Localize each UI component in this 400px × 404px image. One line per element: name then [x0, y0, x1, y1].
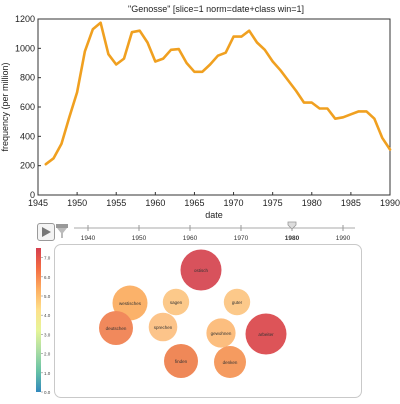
timeline-ticks: 1940 1950 1960 1970 1980 1990 [81, 225, 351, 242]
bubble-circle[interactable] [99, 311, 133, 345]
legend-colorbar [36, 248, 41, 392]
bubble-circle[interactable] [162, 288, 190, 316]
bubble-circle[interactable] [148, 312, 178, 342]
y-tick-label: 600 [20, 102, 35, 112]
x-tick-label: 1945 [28, 198, 48, 208]
bubble-label: gewohnen [211, 331, 232, 336]
bubble-circle[interactable] [164, 344, 198, 378]
timeline-tick-label: 1940 [81, 235, 96, 242]
legend-tick-label: 1.0 [44, 371, 51, 376]
legend-tick-label: 4.0 [44, 313, 51, 318]
play-icon [42, 227, 51, 237]
bubble-circle[interactable] [223, 288, 251, 316]
bubble-arbeiter[interactable]: arbeiter [245, 313, 287, 355]
bubble-cloud: ostisch westisches sagen guter deutschen spre… [99, 249, 287, 378]
bubble-panel: ostisch westisches sagen guter deutschen spre… [54, 244, 362, 398]
bubble-circle[interactable] [245, 313, 287, 355]
y-tick-label: 200 [20, 161, 35, 171]
bubble-denken[interactable]: denken [214, 346, 246, 378]
legend-ticks: 0.0 1.0 2.0 3.0 4.0 5.0 6.0 7.0 [41, 256, 51, 394]
x-tick-label: 1970 [224, 198, 244, 208]
bubble-sagen[interactable]: sagen [162, 288, 190, 316]
filter-button[interactable] [56, 223, 68, 239]
x-tick-label: 1965 [184, 198, 204, 208]
x-tick-label: 1955 [106, 198, 126, 208]
chart-axes [37, 18, 391, 196]
timeline-tick-label: 1980 [285, 235, 300, 242]
bubble-circle[interactable] [206, 318, 236, 348]
legend-tick-label: 5.0 [44, 294, 51, 299]
bubble-label: denken [223, 360, 238, 365]
bubble-circle[interactable] [214, 346, 246, 378]
y-tick-label: 1200 [15, 14, 35, 24]
bubble-label: ostisch [194, 268, 209, 273]
bubble-deutschen[interactable]: deutschen [99, 311, 133, 345]
bubble-circle[interactable] [180, 249, 222, 291]
bubble-label: sprechen [154, 325, 173, 330]
series-line [44, 21, 392, 166]
x-tick-label: 1985 [341, 198, 361, 208]
frequency-chart: "Genosse" [slice=1 norm=date+class win=1… [0, 4, 400, 220]
y-tick-label: 400 [20, 131, 35, 141]
y-tick-label: 800 [20, 73, 35, 83]
y-axis-label: frequency (per million) [0, 62, 10, 151]
x-tick-label: 1950 [67, 198, 87, 208]
legend-tick-label: 6.0 [44, 275, 51, 280]
legend-tick-label: 2.0 [44, 352, 51, 357]
timeline-tick-label: 1950 [132, 235, 147, 242]
bubble-label: westisches [119, 301, 142, 306]
play-button[interactable] [37, 223, 55, 241]
timeline-slider[interactable]: 1940 1950 1960 1970 1980 1990 [0, 220, 400, 244]
bubble-label: finden [175, 359, 188, 364]
funnel-icon [56, 224, 68, 238]
bubble-finden[interactable]: finden [164, 344, 198, 378]
bubble-guter[interactable]: guter [223, 288, 251, 316]
legend-tick-label: 0.0 [44, 390, 51, 394]
timeline-tick-label: 1970 [234, 235, 249, 242]
plot-frame [37, 18, 391, 196]
chart-title: "Genosse" [slice=1 norm=date+class win=1… [128, 4, 304, 14]
y-tick-group: 0 200 400 600 800 1000 1200 [15, 14, 41, 200]
y-tick-label: 0 [30, 190, 35, 200]
x-axis-label: date [205, 210, 223, 220]
legend-tick-label: 7.0 [44, 256, 51, 261]
x-tick-label: 1990 [380, 198, 400, 208]
series-group [44, 21, 392, 166]
timeline-handle[interactable] [287, 221, 297, 230]
bubble-ostisch[interactable]: ostisch [180, 249, 222, 291]
bubble-label: arbeiter [258, 332, 274, 337]
bubble-label: guter [232, 300, 243, 305]
x-tick-label: 1975 [263, 198, 283, 208]
timeline-tick-label: 1990 [336, 235, 351, 242]
bubble-label: sagen [170, 300, 183, 305]
bubble-westisches[interactable]: westisches [112, 285, 148, 321]
color-legend: 0.0 1.0 2.0 3.0 4.0 5.0 6.0 7.0 [36, 248, 51, 394]
x-tick-group: 1945 1950 1955 1960 1965 1970 1975 1980 1985 1990 [28, 192, 400, 208]
bubble-gewohnen[interactable]: gewohnen [206, 318, 236, 348]
y-tick-label: 1000 [15, 43, 35, 53]
bubble-label: deutschen [106, 326, 127, 331]
timeline-tick-label: 1960 [183, 235, 198, 242]
legend-tick-label: 3.0 [44, 332, 51, 337]
bubble-circle[interactable] [112, 285, 148, 321]
x-tick-label: 1980 [302, 198, 322, 208]
x-tick-label: 1960 [145, 198, 165, 208]
bubble-sprechen[interactable]: sprechen [148, 312, 178, 342]
